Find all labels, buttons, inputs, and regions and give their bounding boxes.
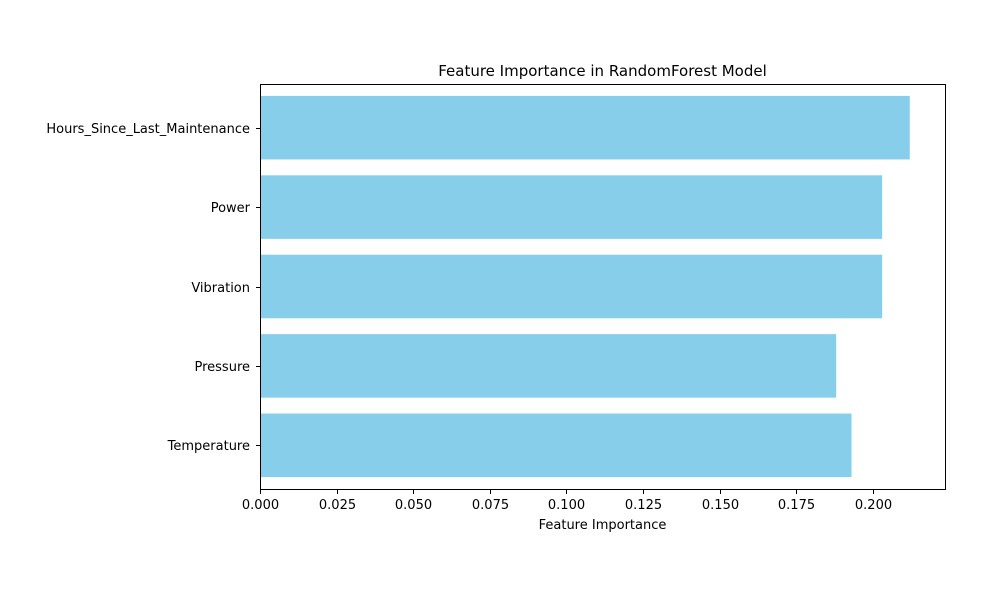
x-tick-label: 0.175: [778, 498, 815, 513]
y-tick-label: Pressure: [194, 360, 250, 375]
x-tick-label: 0.125: [625, 498, 662, 513]
x-tick-label: 0.025: [319, 498, 356, 513]
x-tick-label: 0.200: [855, 498, 892, 513]
bar-power: [260, 175, 883, 239]
y-tick-label: Hours_Since_Last_Maintenance: [46, 122, 250, 137]
x-tick-label: 0.100: [548, 498, 585, 513]
bar-pressure: [260, 334, 837, 398]
y-axis: Temperature Pressure Vibration Power Hours_S…: [46, 122, 261, 454]
y-tick-label: Vibration: [191, 281, 250, 296]
bars-layer: [260, 95, 910, 478]
bar-vibration: [260, 254, 883, 319]
x-tick-label: 0.150: [702, 498, 739, 513]
x-axis-title: Feature Importance: [539, 518, 667, 533]
y-tick-label: Temperature: [167, 439, 250, 454]
bar-hours-since-last-maintenance: [260, 95, 910, 160]
bar-temperature: [260, 413, 852, 478]
x-tick-label: 0.050: [395, 498, 432, 513]
x-axis: 0.000 0.025 0.050 0.075 0.100 0.125 0.150 0.175…: [242, 489, 892, 513]
x-tick-label: 0.000: [242, 498, 279, 513]
y-tick-label: Power: [211, 201, 251, 216]
x-tick-label: 0.075: [472, 498, 509, 513]
chart-title: Feature Importance in RandomForest Model: [438, 62, 767, 80]
